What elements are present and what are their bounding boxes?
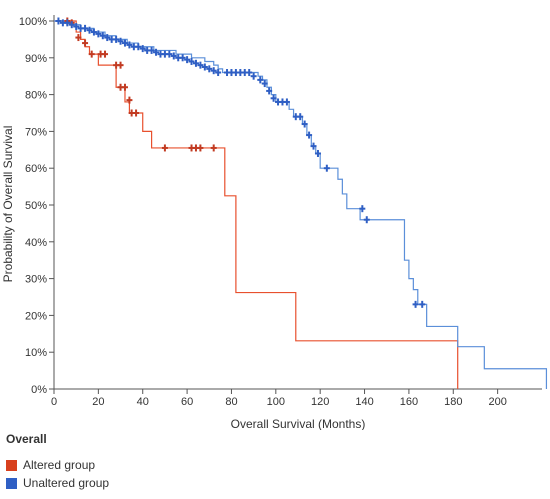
unaltered-censor-mark [210, 67, 217, 75]
survival-curves [54, 20, 548, 389]
legend-item-altered[interactable]: Altered group [6, 456, 109, 474]
unaltered-censor-mark [68, 21, 75, 29]
unaltered-censor-mark [148, 46, 155, 54]
legend-swatch-unaltered [6, 477, 17, 489]
unaltered-censor-mark [310, 142, 317, 150]
altered-censor-mark [75, 34, 82, 42]
altered-censor-mark [126, 96, 133, 104]
y-tick-label: 0% [31, 384, 47, 396]
unaltered-censor-mark [86, 26, 93, 34]
altered-censor-mark [161, 144, 168, 152]
y-tick-label: 100% [19, 16, 47, 28]
altered-censor-mark [82, 39, 89, 47]
altered-censor-mark [117, 61, 124, 69]
unaltered-censor-mark [99, 32, 106, 40]
unaltered-censor-mark [314, 149, 321, 157]
x-tick-label: 200 [488, 396, 506, 408]
x-tick-label: 20 [92, 396, 104, 408]
unaltered-censor-mark [166, 50, 173, 58]
unaltered-censor-mark [250, 72, 257, 80]
y-axis-label: Probability of Overall Survival [1, 126, 15, 283]
legend-item-unaltered[interactable]: Unaltered group [6, 474, 109, 492]
unaltered-censor-mark [73, 23, 80, 31]
unaltered-censor-mark [266, 87, 273, 95]
unaltered-censor-mark [261, 80, 268, 88]
unaltered-censor-mark [215, 69, 222, 77]
unaltered-censor-mark [139, 45, 146, 53]
x-tick-label: 40 [137, 396, 149, 408]
x-tick-label: 120 [311, 396, 329, 408]
unaltered-censor-mark [64, 19, 71, 27]
unaltered-censor-mark [270, 94, 277, 102]
chart-legend: Overall Altered group Unaltered group [6, 432, 109, 492]
x-tick-label: 60 [181, 396, 193, 408]
unaltered-censor-mark [192, 59, 199, 67]
x-axis-ticks: 0 20 40 60 80 100 120 140 160 180 200 [51, 389, 507, 408]
y-tick-label: 10% [25, 347, 47, 359]
unaltered-censor-mark [117, 37, 124, 45]
legend-label-unaltered: Unaltered group [23, 476, 110, 490]
survival-chart: 0 20 40 60 80 100 120 140 160 180 200 0% 10% 20% 30% 4… [1, 15, 548, 430]
unaltered-censor-mark [104, 34, 111, 42]
altered-censor-mark [102, 50, 109, 58]
unaltered-censor-mark [95, 30, 102, 38]
unaltered-censor-mark [301, 120, 308, 128]
unaltered-censor-mark [246, 69, 253, 77]
y-tick-label: 80% [25, 90, 47, 102]
unaltered-censor-mark [184, 56, 191, 64]
x-axis-label: Overall Survival (Months) [231, 417, 366, 430]
unaltered-censor-mark [197, 61, 204, 69]
altered-censor-mark [88, 50, 95, 58]
unaltered-censor-mark [359, 205, 366, 213]
legend-swatch-altered [6, 459, 17, 471]
altered-censor-mark [133, 109, 140, 117]
y-tick-label: 40% [25, 237, 47, 249]
y-tick-label: 20% [25, 310, 47, 322]
altered-survival-line [54, 20, 459, 389]
unaltered-censor-mark [297, 113, 304, 121]
y-tick-label: 60% [25, 163, 47, 175]
altered-censor-mark [121, 83, 128, 91]
legend-title: Overall [6, 432, 47, 446]
unaltered-censor-mark [126, 41, 133, 49]
unaltered-censor-mark [419, 300, 426, 308]
x-tick-label: 0 [51, 396, 57, 408]
unaltered-censor-mark [153, 48, 160, 56]
altered-censor-mark [210, 144, 217, 152]
censor-markers [55, 17, 426, 308]
x-tick-label: 180 [444, 396, 462, 408]
unaltered-censor-mark [121, 39, 128, 47]
y-tick-label: 50% [25, 200, 47, 212]
y-tick-label: 90% [25, 53, 47, 65]
unaltered-censor-mark [188, 57, 195, 65]
unaltered-censor-mark [135, 43, 142, 51]
x-tick-label: 100 [267, 396, 285, 408]
altered-censor-mark [197, 144, 204, 152]
y-tick-label: 70% [25, 126, 47, 138]
unaltered-censor-mark [201, 63, 208, 71]
unaltered-censor-mark [323, 164, 330, 172]
unaltered-censor-mark [283, 98, 290, 106]
unaltered-censor-mark [55, 17, 62, 25]
y-axis-ticks: 0% 10% 20% 30% 40% 50% 60% 70% 80% 90% 100% [19, 16, 54, 396]
unaltered-censor-mark [90, 28, 97, 36]
unaltered-censor-mark [179, 54, 186, 62]
y-tick-label: 30% [25, 274, 47, 286]
unaltered-censor-mark [170, 52, 177, 60]
chart-axes [53, 15, 542, 390]
legend-label-altered: Altered group [23, 458, 96, 472]
unaltered-censor-mark [257, 76, 264, 84]
unaltered-censor-mark [306, 131, 313, 139]
unaltered-censor-mark [206, 65, 213, 73]
unaltered-censor-mark [412, 300, 419, 308]
unaltered-censor-mark [113, 35, 120, 43]
unaltered-survival-line [54, 20, 548, 389]
unaltered-censor-mark [363, 216, 370, 224]
x-tick-label: 140 [355, 396, 373, 408]
x-tick-label: 160 [400, 396, 418, 408]
unaltered-censor-mark [82, 24, 89, 32]
x-tick-label: 80 [225, 396, 237, 408]
